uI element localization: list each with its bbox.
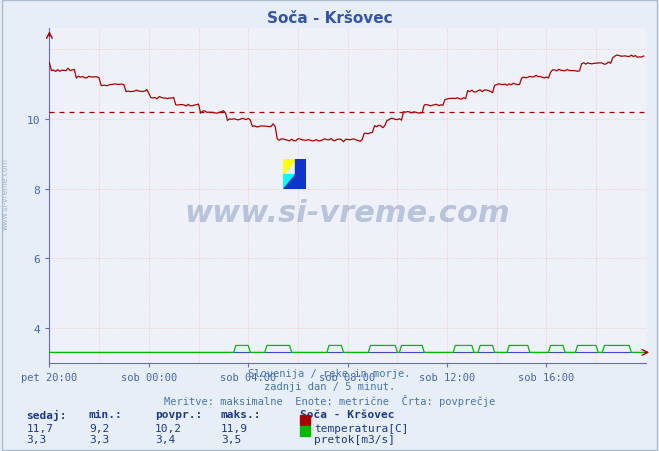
- Text: 10,2: 10,2: [155, 423, 182, 433]
- Text: 11,9: 11,9: [221, 423, 248, 433]
- Polygon shape: [295, 160, 306, 189]
- Text: 3,4: 3,4: [155, 434, 175, 444]
- Text: povpr.:: povpr.:: [155, 410, 202, 419]
- Text: www.si-vreme.com: www.si-vreme.com: [185, 198, 511, 227]
- Text: temperatura[C]: temperatura[C]: [314, 423, 409, 433]
- Text: sedaj:: sedaj:: [26, 410, 67, 420]
- Text: Soča - Kršovec: Soča - Kršovec: [267, 11, 392, 26]
- Text: Slovenija / reke in morje.: Slovenija / reke in morje.: [248, 368, 411, 378]
- Polygon shape: [283, 175, 295, 189]
- Text: 9,2: 9,2: [89, 423, 109, 433]
- Text: pretok[m3/s]: pretok[m3/s]: [314, 434, 395, 444]
- Text: min.:: min.:: [89, 410, 123, 419]
- Text: 3,5: 3,5: [221, 434, 241, 444]
- Text: 11,7: 11,7: [26, 423, 53, 433]
- Text: www.si-vreme.com: www.si-vreme.com: [1, 158, 10, 230]
- Text: Meritve: maksimalne  Enote: metrične  Črta: povprečje: Meritve: maksimalne Enote: metrične Črta…: [164, 394, 495, 406]
- Polygon shape: [283, 175, 295, 189]
- Text: 3,3: 3,3: [26, 434, 47, 444]
- Text: 3,3: 3,3: [89, 434, 109, 444]
- Text: Soča - Kršovec: Soča - Kršovec: [300, 410, 394, 419]
- Text: zadnji dan / 5 minut.: zadnji dan / 5 minut.: [264, 381, 395, 391]
- Polygon shape: [283, 160, 295, 175]
- Text: maks.:: maks.:: [221, 410, 261, 419]
